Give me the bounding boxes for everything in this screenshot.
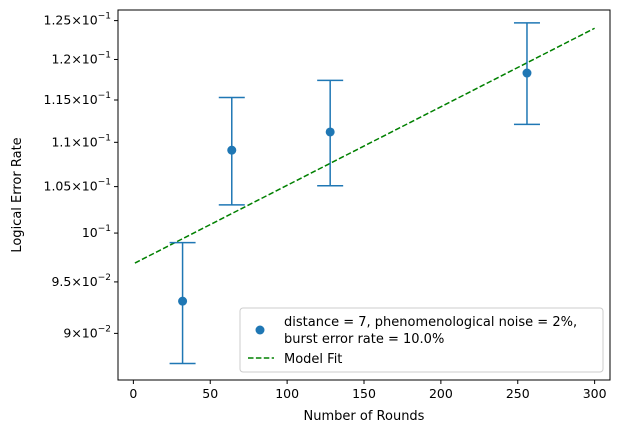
y-tick-label: 1.25×10−1 [44,12,112,28]
y-tick-label: 1.15×10−1 [44,91,112,107]
x-tick-label: 150 [352,386,376,401]
x-tick-label: 200 [429,386,453,401]
x-tick-label: 100 [275,386,299,401]
legend-label-fit: Model Fit [284,352,342,367]
x-tick-label: 50 [202,386,218,401]
legend: distance = 7, phenomenological noise = 2… [239,307,604,373]
y-axis-label: Logical Error Rate [10,137,25,252]
y-tick-label: 1.2×10−1 [51,50,111,66]
y-tick-label: 1.05×10−1 [44,178,112,194]
data-point [178,296,188,306]
y-tick-label: 10−1 [82,224,111,240]
axes: 0 50 100 150 200 250 300 9×10−2 9.5×10−2 10−1 1.05… [10,9,611,424]
legend-label-data-line-2: burst error rate = 10.0% [284,332,444,347]
x-tick-label: 250 [506,386,530,401]
data-point [522,68,532,78]
legend-label-data-line-1: distance = 7, phenomenological noise = 2… [284,315,577,330]
data-point [227,145,237,155]
x-tick-label: 0 [129,386,137,401]
plot-area [134,22,595,365]
model-fit-line [134,27,595,264]
x-tick-label: 300 [583,386,607,401]
legend-box [239,307,604,373]
x-axis-label: Number of Rounds [304,409,425,424]
y-tick-label: 9.5×10−2 [51,273,111,289]
legend-marker-data [255,325,265,335]
y-tick-label: 9×10−2 [63,324,111,340]
y-tick-label: 1.1×10−1 [51,133,111,149]
data-point [325,127,335,137]
